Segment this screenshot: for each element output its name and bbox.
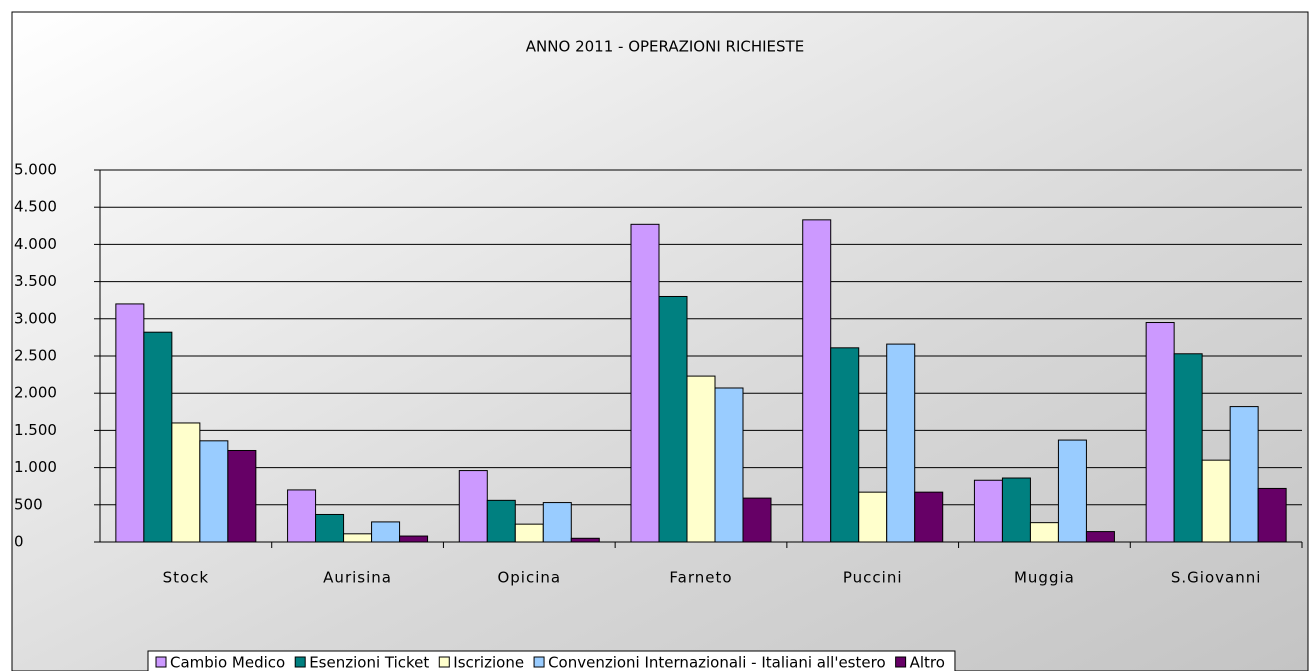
x-tick-label: Muggia — [1014, 569, 1075, 587]
bar — [458, 470, 488, 543]
bar — [830, 347, 860, 543]
legend-swatch — [155, 656, 167, 668]
legend — [147, 650, 956, 671]
bar — [115, 303, 145, 543]
y-tick-label: 4.500 — [14, 198, 57, 216]
bar — [199, 440, 229, 543]
bar — [1057, 439, 1087, 543]
x-tick-label: Stock — [163, 569, 210, 587]
y-tick-label: 500 — [14, 495, 43, 513]
bar — [1029, 522, 1059, 543]
bar — [1201, 459, 1231, 543]
y-tick-label: 1.500 — [14, 421, 57, 439]
bar — [1001, 477, 1031, 543]
bar — [542, 502, 572, 543]
bar — [171, 422, 201, 543]
bar — [486, 499, 516, 543]
y-tick-label: 5.000 — [14, 161, 57, 179]
y-tick-label: 3.000 — [14, 309, 57, 327]
legend-swatch — [895, 656, 907, 668]
y-tick-label: 0 — [14, 533, 24, 551]
bar — [315, 513, 345, 543]
legend-swatch — [294, 656, 306, 668]
y-tick-label: 3.500 — [14, 272, 57, 290]
bar — [1173, 353, 1203, 543]
bar — [802, 219, 832, 543]
bar — [858, 491, 888, 543]
bar — [1229, 406, 1259, 543]
bar — [143, 331, 173, 543]
bar — [343, 533, 373, 543]
bar — [1085, 531, 1115, 543]
y-tick-label: 4.000 — [14, 235, 57, 253]
bar — [630, 223, 660, 543]
bar — [287, 489, 317, 543]
bar — [514, 523, 544, 543]
bar — [714, 387, 744, 543]
bar — [742, 497, 772, 543]
bar — [658, 295, 688, 543]
legend-swatch — [438, 656, 450, 668]
legend-label: Cambio Medico — [170, 654, 285, 671]
legend-label: Iscrizione — [453, 654, 524, 671]
bar — [1257, 487, 1287, 543]
bar — [914, 491, 944, 543]
y-tick-label: 2.500 — [14, 347, 57, 365]
y-tick-label: 1.000 — [14, 458, 57, 476]
chart-title: ANNO 2011 - OPERAZIONI RICHIESTE — [526, 38, 804, 56]
x-tick-label: S.Giovanni — [1171, 569, 1262, 587]
bar — [399, 535, 429, 543]
legend-label: Altro — [910, 654, 945, 671]
bar — [371, 521, 401, 543]
x-tick-label: Aurisina — [323, 569, 392, 587]
bar — [227, 449, 257, 543]
bar — [1145, 322, 1175, 543]
bar — [570, 537, 600, 543]
legend-label: Esenzioni Ticket — [309, 654, 429, 671]
bar — [886, 343, 916, 543]
legend-label: Convenzioni Internazionali - Italiani al… — [548, 654, 886, 671]
x-tick-label: Puccini — [843, 569, 903, 587]
x-tick-label: Opicina — [497, 569, 561, 587]
bar — [973, 479, 1003, 543]
legend-swatch — [533, 656, 545, 668]
bar — [686, 375, 716, 543]
x-tick-label: Farneto — [669, 569, 732, 587]
y-tick-label: 2.000 — [14, 384, 57, 402]
